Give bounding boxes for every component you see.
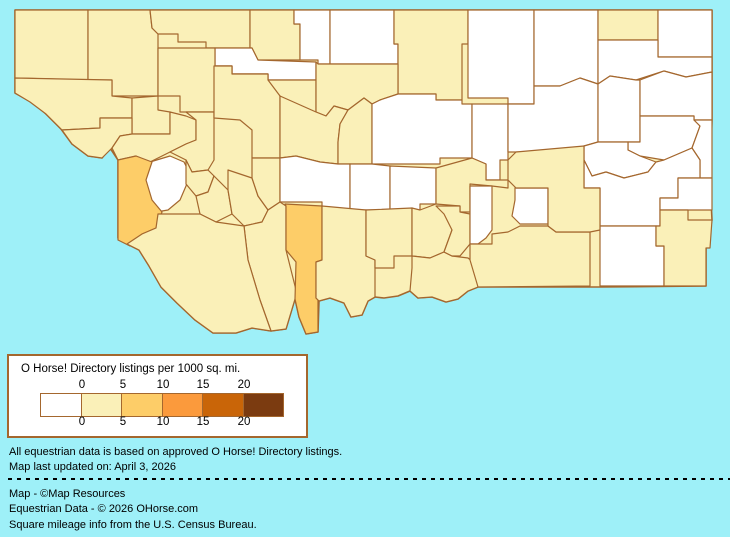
legend-title: O Horse! Directory listings per 1000 sq.… <box>21 363 241 375</box>
legend-swatch-5 <box>243 394 283 416</box>
county-carter <box>655 209 713 287</box>
legend-box: O Horse! Directory listings per 1000 sq.… <box>7 354 308 438</box>
county-fallon <box>659 177 713 211</box>
county-blaine <box>393 9 469 101</box>
legend-tick-label: 5 <box>119 379 127 391</box>
county-yellowstone <box>435 205 471 257</box>
legend-ticks-bottom: 0 5 10 15 20 <box>9 416 306 428</box>
county-golden-valley <box>389 165 437 211</box>
legend-tick-label: 15 <box>196 416 210 428</box>
data-source-note: All equestrian data is based on approved… <box>9 446 343 458</box>
county-wheatland <box>349 163 391 211</box>
legend-color-scale <box>40 393 284 417</box>
county-sheridan <box>657 9 713 58</box>
county-liberty <box>293 9 331 65</box>
county-carbon <box>409 251 479 303</box>
legend-swatch-0 <box>41 394 82 416</box>
legend-tick-label: 10 <box>156 416 170 428</box>
county-treasure-west-arm <box>469 185 493 245</box>
county-ravalli <box>117 155 163 247</box>
county-beaverhead <box>126 213 272 334</box>
county-powder-river <box>599 225 665 287</box>
legend-swatch-4 <box>203 394 244 416</box>
legend-tick-label: 20 <box>237 416 251 428</box>
legend-tick-label: 10 <box>156 379 170 391</box>
county-richland <box>639 70 713 121</box>
legend-tick-label: 5 <box>119 416 127 428</box>
county-phillips <box>467 9 535 105</box>
county-fergus <box>371 93 473 165</box>
dashed-separator <box>8 478 730 480</box>
legend-swatch-1 <box>81 394 122 416</box>
legend-swatch-2 <box>122 394 163 416</box>
legend-ticks-top: 0 5 10 15 20 <box>9 379 306 391</box>
county-treasure <box>511 187 549 225</box>
county-meagher <box>279 155 351 211</box>
legend-tick-label: 20 <box>237 379 251 391</box>
legend-tick-label: 15 <box>196 379 210 391</box>
legend-tick-label: 0 <box>78 416 86 428</box>
legend-swatch-3 <box>162 394 203 416</box>
county-hill <box>329 9 399 65</box>
county-rosebud <box>507 145 601 233</box>
legend-tick-label: 0 <box>78 379 86 391</box>
county-mccone <box>597 75 641 143</box>
equestrian-data-credit: Equestrian Data - © 2026 OHorse.com <box>9 503 199 515</box>
county-daniels <box>597 9 659 41</box>
county-valley <box>533 9 599 87</box>
census-credit: Square mileage info from the U.S. Census… <box>9 519 257 531</box>
montana-county-choropleth-map <box>14 9 713 335</box>
county-toole <box>249 9 301 61</box>
county-lincoln <box>14 9 89 81</box>
map-credit: Map - ©Map Resources <box>9 488 126 500</box>
last-updated-note: Map last updated on: April 3, 2026 <box>9 461 176 473</box>
